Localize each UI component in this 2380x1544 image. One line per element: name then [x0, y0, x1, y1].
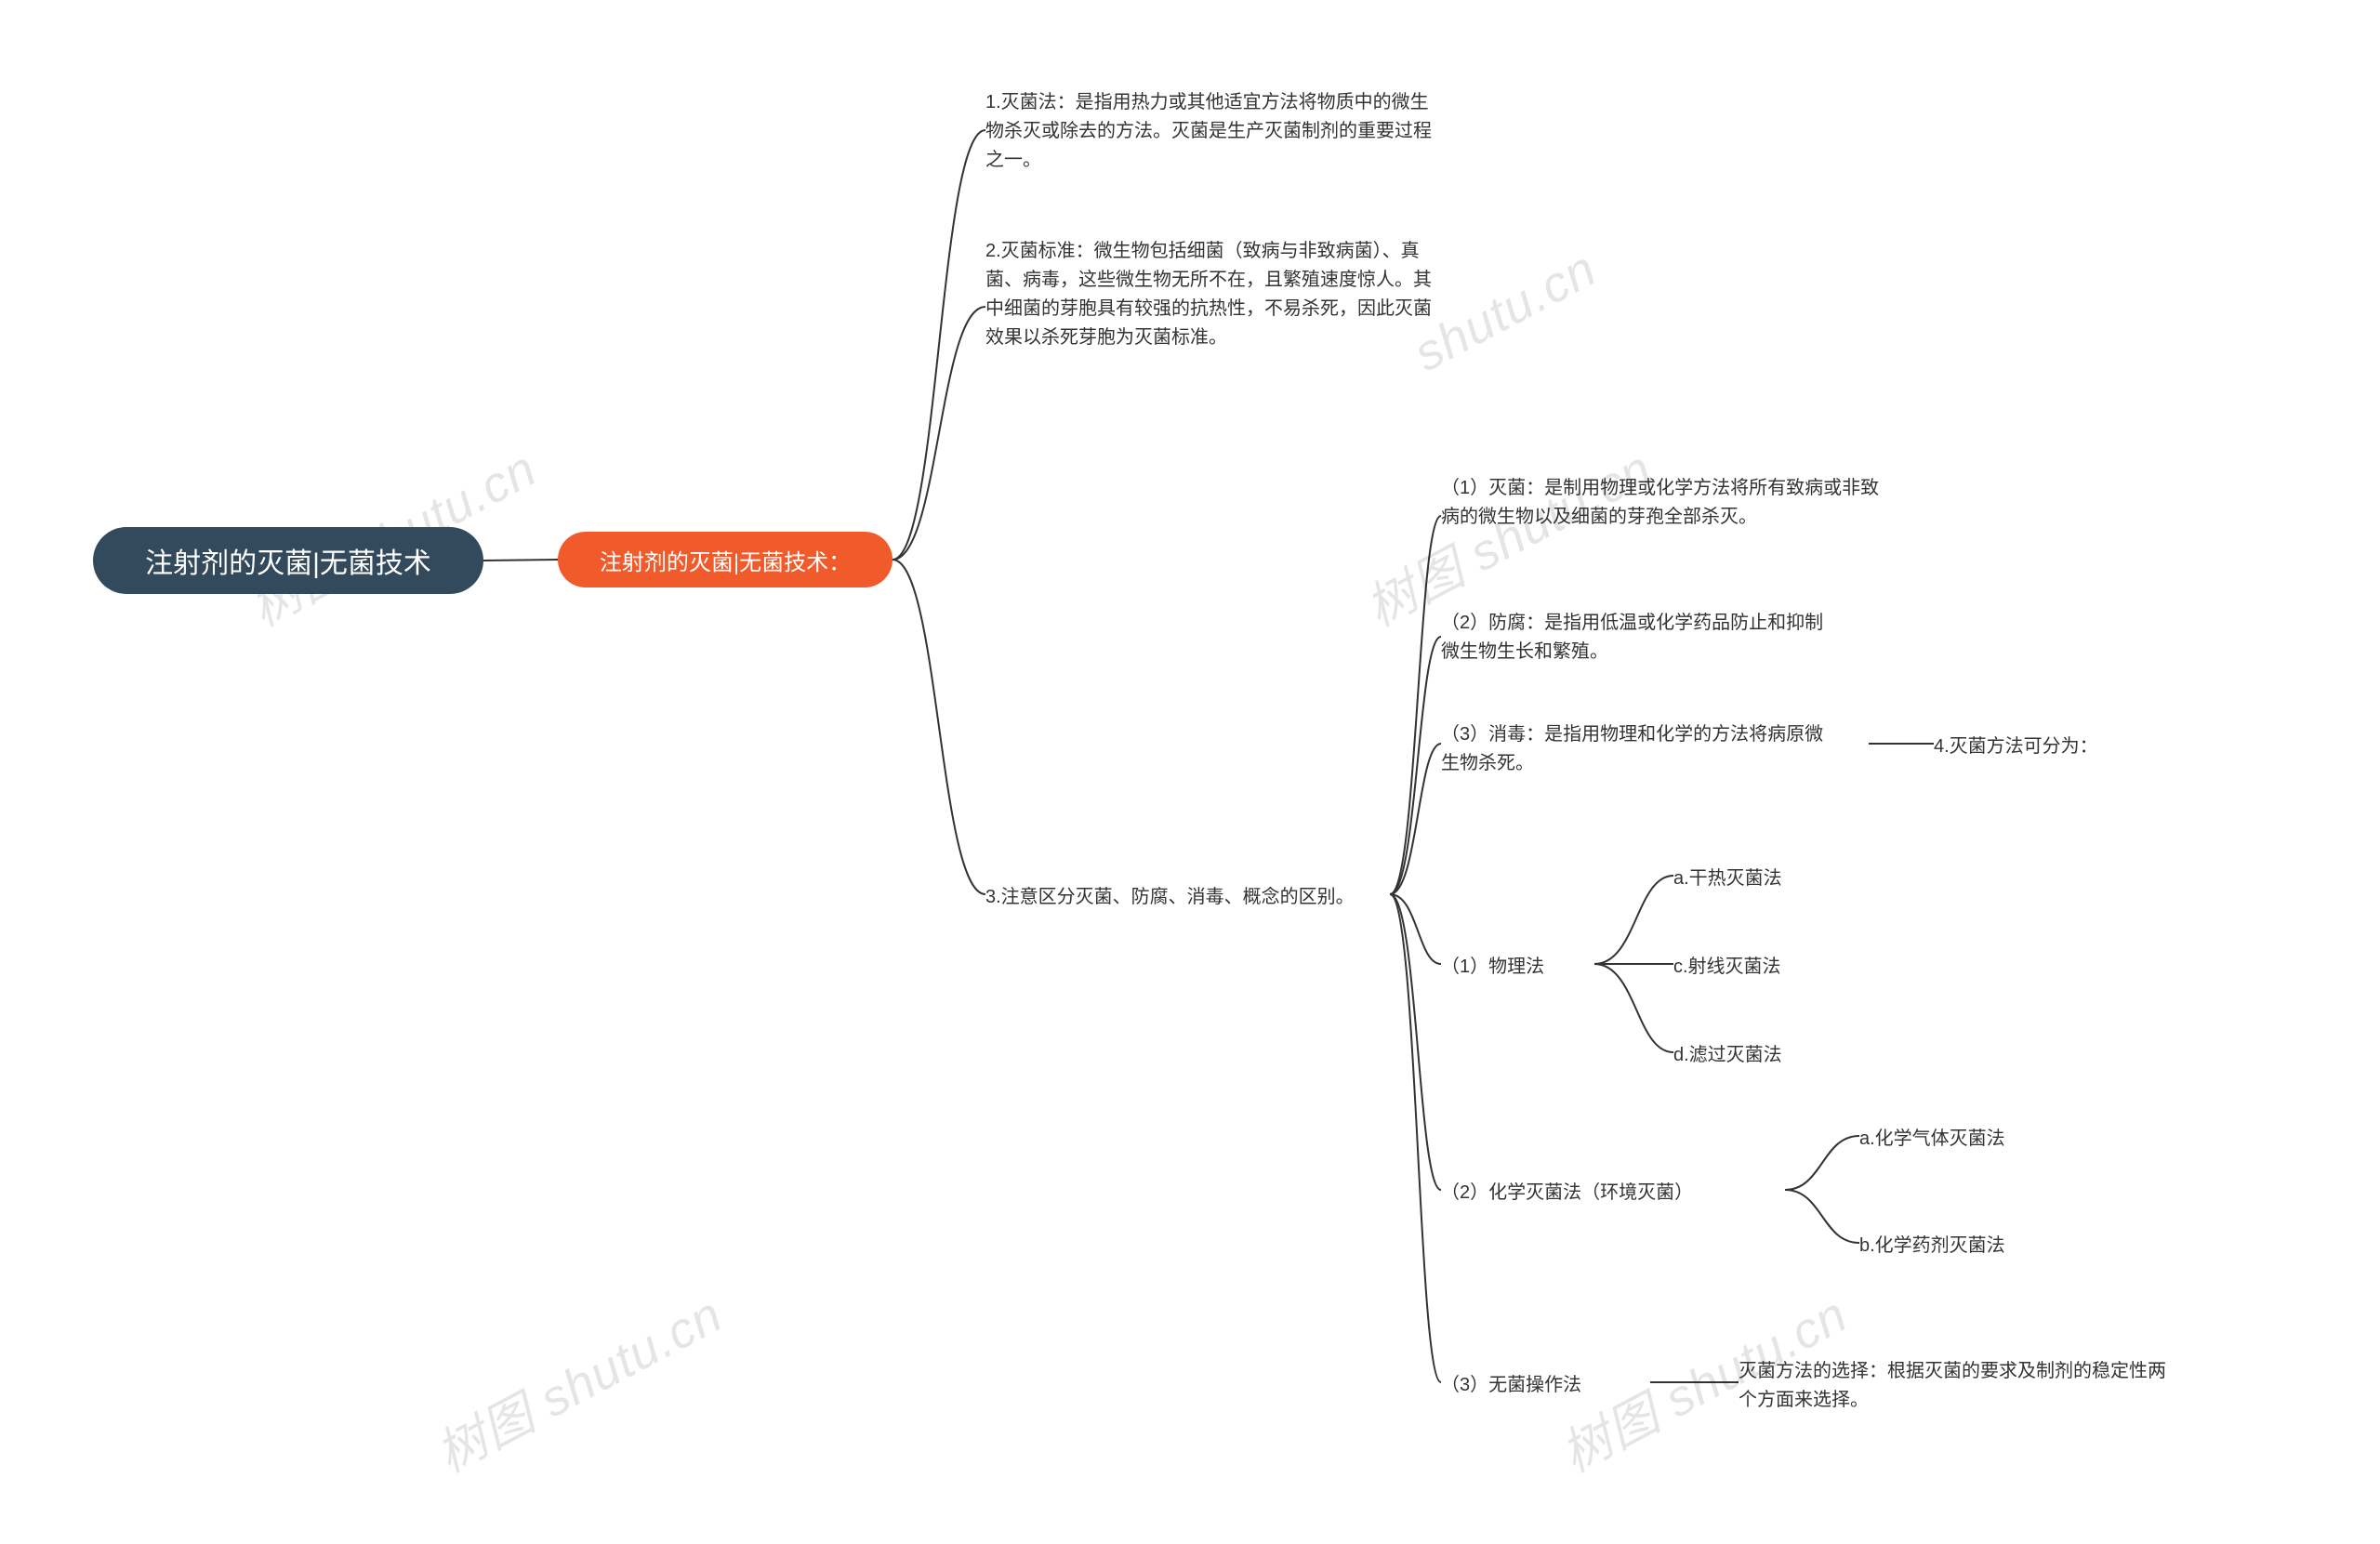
node-3-3-right: 4.灭菌方法可分为：: [1934, 732, 2138, 761]
connector-layer: [0, 0, 2380, 1544]
node-3-4-b: c.射线灭菌法: [1673, 953, 1859, 982]
node-3-6: （3）无菌操作法: [1441, 1371, 1646, 1400]
node-3-4-c: d.滤过灭菌法: [1673, 1041, 1859, 1070]
level1-node: 注射剂的灭菌|无菌技术：: [558, 532, 892, 587]
node-3-2: （2）防腐：是指用低温或化学药品防止和抑制微生物生长和繁殖。: [1441, 609, 1841, 666]
node-1: 1.灭菌法：是指用热力或其他适宜方法将物质中的微生物杀灭或除去的方法。灭菌是生产…: [985, 88, 1432, 175]
root-node: 注射剂的灭菌|无菌技术: [93, 527, 483, 594]
node-3-5-b: b.化学药剂灭菌法: [1859, 1232, 2082, 1260]
node-3-6-right: 灭菌方法的选择：根据灭菌的要求及制剂的稳定性两个方面来选择。: [1739, 1357, 2166, 1415]
watermark: 树图 shutu.cn: [421, 1273, 734, 1486]
node-3-4: （1）物理法: [1441, 953, 1590, 982]
node-3-3: （3）消毒：是指用物理和化学的方法将病原微生物杀死。: [1441, 720, 1841, 778]
watermark: shutu.cn: [1405, 240, 1606, 383]
node-3: 3.注意区分灭菌、防腐、消毒、概念的区别。: [985, 883, 1385, 912]
node-3-5-a: a.化学气体灭菌法: [1859, 1125, 2082, 1154]
node-2: 2.灭菌标准：微生物包括细菌（致病与非致病菌）、真菌、病毒，这些微生物无所不在，…: [985, 237, 1432, 352]
node-3-4-a: a.干热灭菌法: [1673, 864, 1859, 893]
node-3-1: （1）灭菌：是制用物理或化学方法将所有致病或非致病的微生物以及细菌的芽孢全部杀灭…: [1441, 474, 1887, 532]
node-3-5: （2）化学灭菌法（环境灭菌）: [1441, 1179, 1776, 1207]
